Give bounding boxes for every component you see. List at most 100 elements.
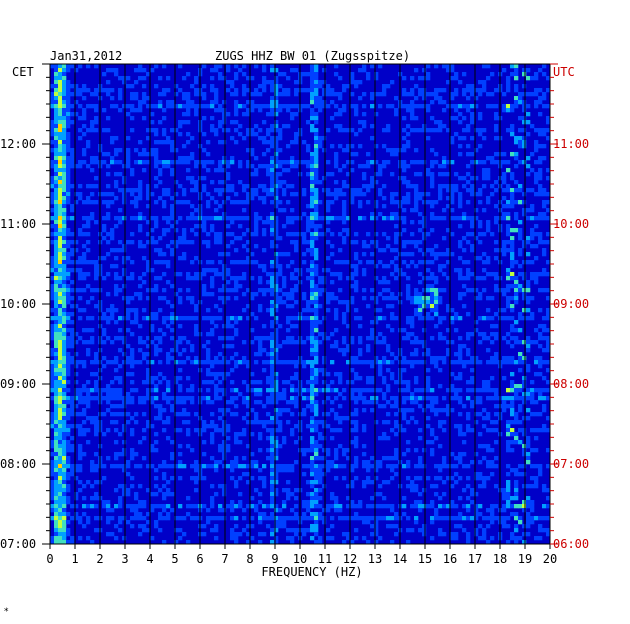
heatmap-cell bbox=[182, 240, 187, 245]
heatmap-cell bbox=[422, 288, 427, 293]
heatmap-cell bbox=[314, 492, 319, 497]
heatmap-cell bbox=[290, 324, 295, 329]
heatmap-cell bbox=[518, 420, 523, 425]
heatmap-cell bbox=[330, 388, 335, 393]
heatmap-cell bbox=[450, 104, 455, 109]
heatmap-cell bbox=[330, 428, 335, 433]
heatmap-cell bbox=[90, 388, 95, 393]
heatmap-cell bbox=[310, 380, 315, 385]
heatmap-cell bbox=[438, 128, 443, 133]
heatmap-cell bbox=[210, 436, 215, 441]
heatmap-cell bbox=[510, 504, 515, 509]
heatmap-cell bbox=[174, 92, 179, 97]
heatmap-cell bbox=[306, 504, 311, 509]
heatmap-cell bbox=[138, 180, 143, 185]
heatmap-cell bbox=[70, 148, 75, 153]
heatmap-cell bbox=[246, 304, 251, 309]
heatmap-cell bbox=[82, 116, 87, 121]
heatmap-cell bbox=[210, 68, 215, 73]
heatmap-cell bbox=[478, 88, 483, 93]
heatmap-cell bbox=[114, 368, 119, 373]
heatmap-cell bbox=[458, 372, 463, 377]
heatmap-cell bbox=[486, 172, 491, 177]
heatmap-cell bbox=[306, 300, 311, 305]
heatmap-cell bbox=[110, 160, 115, 165]
heatmap-cell bbox=[194, 108, 199, 113]
heatmap-cell bbox=[270, 432, 275, 437]
heatmap-cell bbox=[70, 204, 75, 209]
heatmap-cell bbox=[258, 500, 263, 505]
heatmap-cell bbox=[390, 476, 395, 481]
heatmap-cell bbox=[210, 128, 215, 133]
heatmap-cell bbox=[74, 340, 79, 345]
heatmap-cell bbox=[310, 500, 315, 505]
heatmap-cell bbox=[254, 156, 259, 161]
heatmap-cell bbox=[54, 252, 59, 257]
heatmap-cell bbox=[70, 248, 75, 253]
heatmap-cell bbox=[506, 492, 511, 497]
heatmap-cell bbox=[450, 464, 455, 469]
heatmap-cell bbox=[62, 228, 67, 233]
heatmap-cell bbox=[354, 316, 359, 321]
heatmap-cell bbox=[258, 492, 263, 497]
heatmap-cell bbox=[90, 464, 95, 469]
heatmap-cell bbox=[130, 360, 135, 365]
heatmap-cell bbox=[162, 108, 167, 113]
heatmap-cell bbox=[390, 428, 395, 433]
heatmap-cell bbox=[166, 436, 171, 441]
heatmap-cell bbox=[218, 216, 223, 221]
heatmap-cell bbox=[226, 408, 231, 413]
heatmap-cell bbox=[374, 240, 379, 245]
heatmap-cell bbox=[134, 412, 139, 417]
heatmap-cell bbox=[510, 324, 515, 329]
heatmap-cell bbox=[446, 80, 451, 85]
heatmap-cell bbox=[126, 412, 131, 417]
heatmap-cell bbox=[58, 392, 63, 397]
heatmap-cell bbox=[70, 448, 75, 453]
heatmap-cell bbox=[422, 104, 427, 109]
heatmap-cell bbox=[54, 308, 59, 313]
heatmap-cell bbox=[310, 288, 315, 293]
heatmap-cell bbox=[274, 108, 279, 113]
heatmap-cell bbox=[226, 216, 231, 221]
heatmap-cell bbox=[310, 216, 315, 221]
chart-title: ZUGS HHZ BW 01 (Zugsspitze) bbox=[215, 49, 410, 63]
heatmap-cell bbox=[430, 408, 435, 413]
heatmap-cell bbox=[370, 212, 375, 217]
heatmap-cell bbox=[202, 224, 207, 229]
heatmap-cell bbox=[314, 376, 319, 381]
heatmap-cell bbox=[282, 440, 287, 445]
heatmap-cell bbox=[62, 332, 67, 337]
heatmap-cell bbox=[514, 164, 519, 169]
heatmap-cell bbox=[122, 428, 127, 433]
heatmap-cell bbox=[314, 76, 319, 81]
heatmap-cell bbox=[210, 196, 215, 201]
heatmap-cell bbox=[218, 260, 223, 265]
heatmap-cell bbox=[458, 200, 463, 205]
heatmap-cell bbox=[310, 376, 315, 381]
heatmap-cell bbox=[354, 464, 359, 469]
heatmap-cell bbox=[314, 152, 319, 157]
heatmap-cell bbox=[514, 88, 519, 93]
heatmap-cell bbox=[154, 260, 159, 265]
heatmap-cell bbox=[54, 364, 59, 369]
heatmap-cell bbox=[310, 152, 315, 157]
heatmap-cell bbox=[122, 80, 127, 85]
heatmap-cell bbox=[258, 448, 263, 453]
heatmap-cell bbox=[450, 140, 455, 145]
heatmap-cell bbox=[426, 108, 431, 113]
heatmap-cell bbox=[494, 336, 499, 341]
heatmap-cell bbox=[86, 220, 91, 225]
heatmap-cell bbox=[138, 340, 143, 345]
heatmap-cell bbox=[450, 160, 455, 165]
heatmap-cell bbox=[214, 384, 219, 389]
heatmap-cell bbox=[394, 456, 399, 461]
heatmap-cell bbox=[82, 88, 87, 93]
heatmap-cell bbox=[502, 196, 507, 201]
heatmap-cell bbox=[410, 484, 415, 489]
heatmap-cell bbox=[178, 476, 183, 481]
heatmap-cell bbox=[138, 212, 143, 217]
heatmap-cell bbox=[58, 344, 63, 349]
heatmap-cell bbox=[118, 96, 123, 101]
heatmap-cell bbox=[450, 484, 455, 489]
